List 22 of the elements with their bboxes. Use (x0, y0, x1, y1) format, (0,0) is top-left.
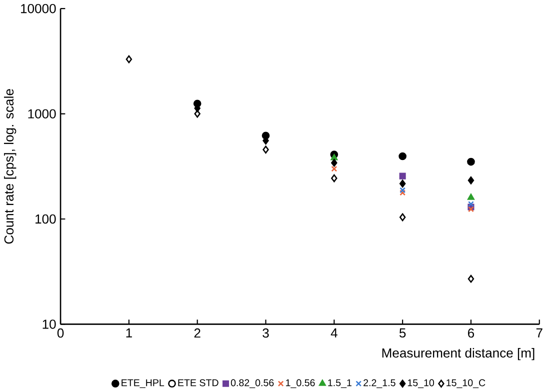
legend-label: 15_10_C (446, 379, 486, 388)
y-axis-title: Count rate [cps], log. scale (4, 88, 16, 244)
x-tick-label: 6 (468, 328, 474, 338)
x-tick-label: 2 (194, 328, 200, 338)
y-tick-label: 10 (42, 319, 56, 329)
x-tick-label: 7 (536, 328, 542, 338)
x-axis-title: Measurement distance [m] (382, 348, 534, 360)
x-tick-label: 3 (262, 328, 269, 338)
legend-label: 1_0.56 (286, 379, 315, 388)
x-tick-label: 4 (330, 328, 338, 338)
y-tick-label: 1000 (28, 109, 56, 118)
legend-label: 0.82_0.56 (230, 379, 274, 388)
legend-label: 1.5_1 (328, 379, 352, 388)
y-tick-label: 10000 (21, 4, 56, 14)
legend-label: 2.2_1.5 (364, 379, 396, 388)
x-tick-label: 1 (126, 328, 132, 338)
legend-label: ETE STD (178, 379, 218, 386)
legend-label: 15_10 (408, 379, 434, 388)
x-tick-label: 0 (57, 328, 64, 338)
x-tick-label: 5 (399, 328, 406, 338)
y-tick-label: 100 (36, 214, 56, 224)
legend-label: ETE_HPL (122, 379, 164, 388)
